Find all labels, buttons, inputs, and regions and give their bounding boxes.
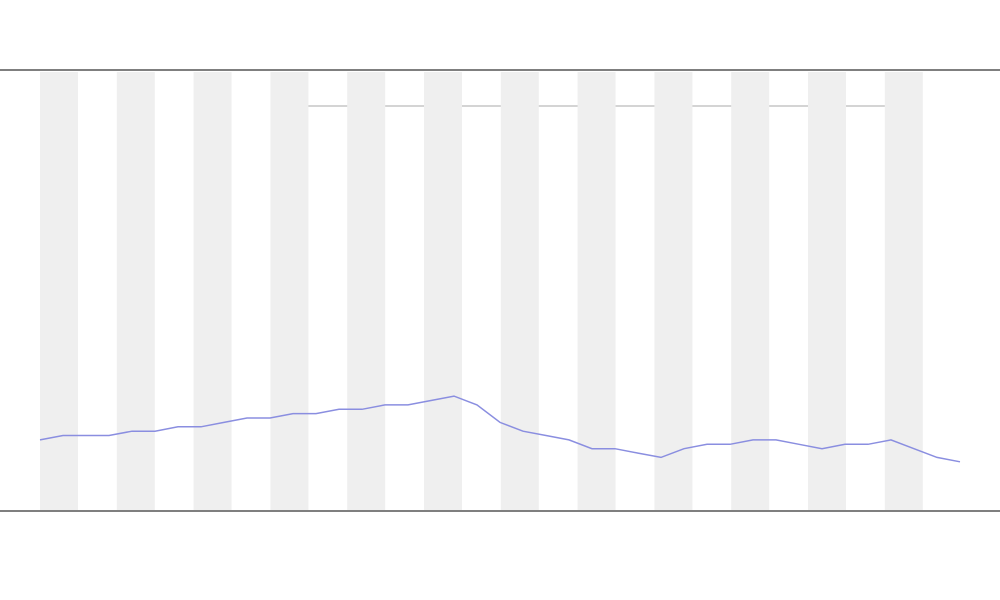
shade-band xyxy=(808,72,846,510)
series-line xyxy=(39,395,961,463)
shade-band xyxy=(654,72,693,510)
shade-band xyxy=(270,72,309,510)
shade-band xyxy=(500,72,539,510)
shade-band xyxy=(577,72,616,510)
shade-band xyxy=(116,72,155,510)
shade-band xyxy=(193,72,232,510)
shade-band xyxy=(731,72,770,510)
shade-band xyxy=(884,72,923,510)
bands xyxy=(40,72,923,510)
shade-band xyxy=(424,72,462,510)
shade-band xyxy=(347,72,386,510)
plot xyxy=(39,395,961,463)
shade-band xyxy=(40,72,78,510)
